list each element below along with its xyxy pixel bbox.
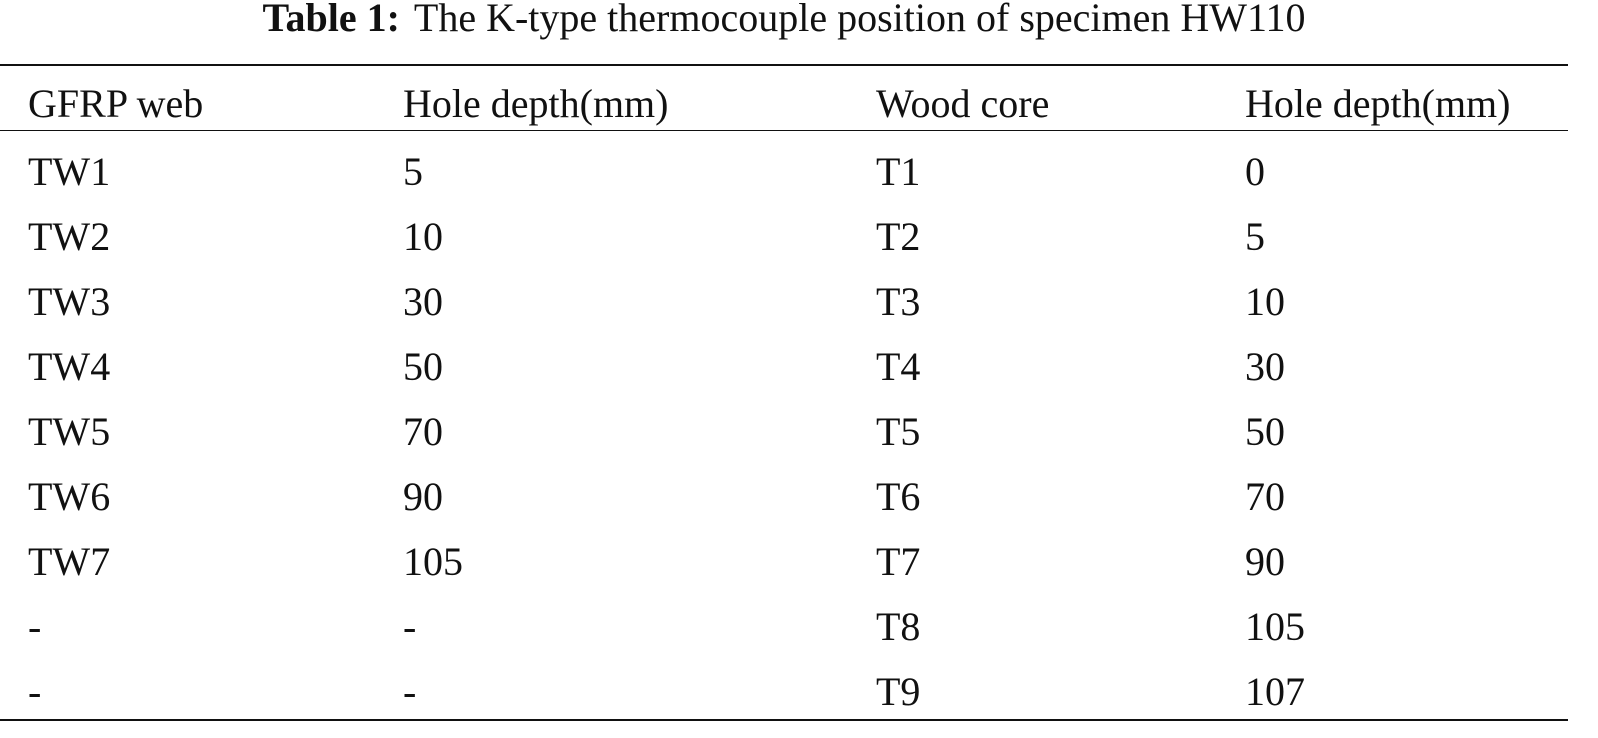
top-rule xyxy=(0,64,1568,66)
table-cell: - xyxy=(403,669,417,714)
table-cell: - xyxy=(28,669,42,714)
table-cell: TW6 xyxy=(28,474,111,519)
table-cell: 90 xyxy=(1245,539,1285,584)
bottom-rule xyxy=(0,719,1568,721)
table-cell: - xyxy=(403,604,417,649)
table-cell: T8 xyxy=(876,604,921,649)
table-cell: TW4 xyxy=(28,344,111,389)
table-cell: T4 xyxy=(876,344,921,389)
table-cell: T2 xyxy=(876,214,921,259)
table-cell: 5 xyxy=(1245,214,1265,259)
table-cell: 50 xyxy=(403,344,443,389)
table-caption: Table 1: The K-type thermocouple position… xyxy=(0,0,1568,43)
table-cell: 50 xyxy=(1245,409,1285,454)
table-cell: 105 xyxy=(403,539,463,584)
table-cell: 90 xyxy=(403,474,443,519)
table-cell: TW5 xyxy=(28,409,111,454)
table-cell: TW7 xyxy=(28,539,111,584)
header-cell: Wood core xyxy=(876,81,1050,126)
table-cell: TW1 xyxy=(28,149,111,194)
table-cell: 70 xyxy=(1245,474,1285,519)
caption-label: Table 1: xyxy=(262,0,400,40)
table-cell: 30 xyxy=(403,279,443,324)
table-cell: 10 xyxy=(403,214,443,259)
header-cell: GFRP web xyxy=(28,81,204,126)
table-cell: 30 xyxy=(1245,344,1285,389)
table-cell: 70 xyxy=(403,409,443,454)
table-cell: 105 xyxy=(1245,604,1305,649)
table-cell: T6 xyxy=(876,474,921,519)
table-cell: 107 xyxy=(1245,669,1305,714)
table-cell: TW3 xyxy=(28,279,111,324)
table-cell: TW2 xyxy=(28,214,111,259)
header-cell: Hole depth(mm) xyxy=(403,81,669,126)
table-cell: T1 xyxy=(876,149,921,194)
table-cell: 5 xyxy=(403,149,423,194)
table-cell: T9 xyxy=(876,669,921,714)
table-cell: 0 xyxy=(1245,149,1265,194)
table-cell: T7 xyxy=(876,539,921,584)
caption-text: The K-type thermocouple position of spec… xyxy=(413,0,1306,40)
table-cell: - xyxy=(28,604,42,649)
table-cell: 10 xyxy=(1245,279,1285,324)
table-cell: T5 xyxy=(876,409,921,454)
table-cell: T3 xyxy=(876,279,921,324)
header-rule xyxy=(0,130,1568,131)
header-cell: Hole depth(mm) xyxy=(1245,81,1511,126)
